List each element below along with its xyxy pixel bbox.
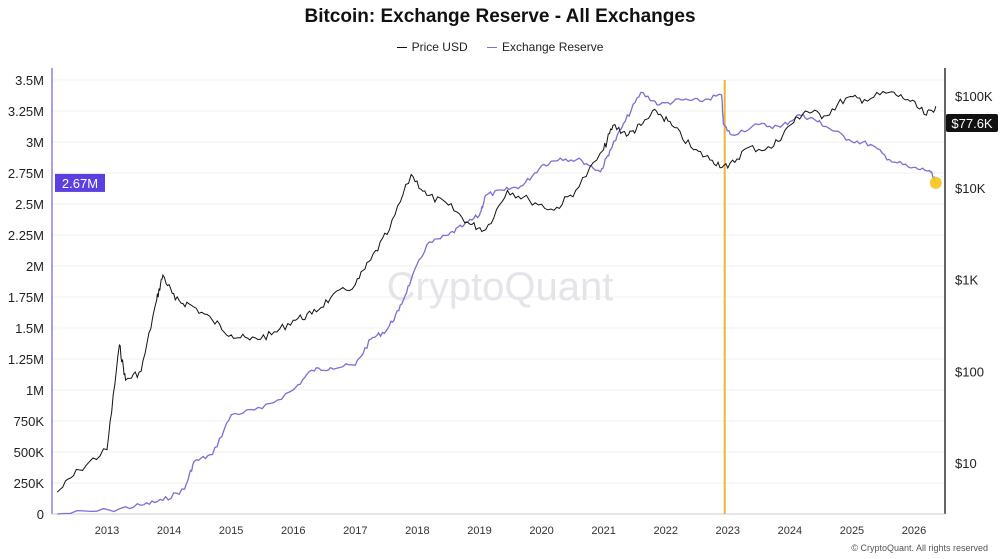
x-tick-label: 2017	[343, 525, 367, 537]
y-left-tick-label: 1M	[26, 383, 44, 398]
reserve-value-badge-text: 2.67M	[62, 176, 98, 191]
y-left-tick-label: 1.5M	[15, 321, 44, 336]
x-tick-label: 2021	[591, 525, 615, 537]
price-value-badge	[946, 114, 998, 132]
x-tick-label: 2020	[529, 525, 553, 537]
y-right-tick-label: $10K	[955, 181, 986, 196]
y-left-tick-label: 750K	[14, 414, 45, 429]
legend-swatch-reserve	[486, 46, 497, 48]
y-right-tick-label: $10	[955, 456, 977, 471]
x-tick-label: 2018	[405, 525, 429, 537]
y-left-tick-label: 500K	[14, 445, 45, 460]
reserve-value-badge	[55, 173, 105, 192]
y-right-tick-label: $100	[955, 364, 984, 379]
price-value-badge-text: $77.6K	[951, 116, 993, 131]
y-left-tick-label: 3.5M	[15, 73, 44, 88]
legend-item-price[interactable]: Price USD	[396, 40, 468, 55]
y-right-tick-label: $1K	[955, 273, 978, 288]
legend-label-reserve: Exchange Reserve	[501, 40, 604, 55]
x-tick-label: 2024	[778, 525, 802, 537]
y-left-tick-label: 2.75M	[8, 166, 44, 181]
x-tick-label: 2022	[653, 525, 677, 537]
y-left-tick-label: 3M	[26, 135, 44, 150]
x-tick-label: 2019	[467, 525, 491, 537]
watermark-logo: CryptoQuant	[387, 265, 614, 309]
x-tick-label: 2026	[902, 525, 926, 537]
legend-label-price: Price USD	[411, 40, 468, 55]
y-left-tick-label: 3.25M	[8, 104, 44, 119]
footer-copyright: © CryptoQuant. All rights reserved	[851, 543, 988, 553]
y-right-tick-label: $100K	[955, 89, 993, 104]
x-tick-label: 2014	[157, 525, 181, 537]
legend: Price USD Exchange Reserve	[0, 37, 1000, 54]
y-left-tick-label: 1.25M	[8, 352, 44, 367]
x-tick-label: 2023	[716, 525, 740, 537]
y-left-tick-label: 0	[37, 507, 44, 522]
x-tick-label: 2016	[281, 525, 305, 537]
legend-item-reserve[interactable]: Exchange Reserve	[486, 40, 604, 55]
y-left-tick-label: 2.5M	[15, 197, 44, 212]
y-left-tick-label: 2M	[26, 259, 44, 274]
reserve-end-point[interactable]	[929, 176, 942, 189]
y-left-tick-label: 1.75M	[8, 290, 44, 305]
y-left-tick-label: 250K	[14, 476, 45, 491]
legend-swatch-price	[396, 46, 407, 48]
series-line-price-usd	[56, 90, 937, 493]
chart-title: Bitcoin: Exchange Reserve - All Exchange…	[304, 6, 696, 27]
y-left-tick-label: 2.25M	[8, 228, 44, 243]
x-tick-label: 2025	[840, 525, 864, 537]
x-tick-label: 2015	[219, 525, 243, 537]
x-tick-label: 2013	[95, 525, 119, 537]
